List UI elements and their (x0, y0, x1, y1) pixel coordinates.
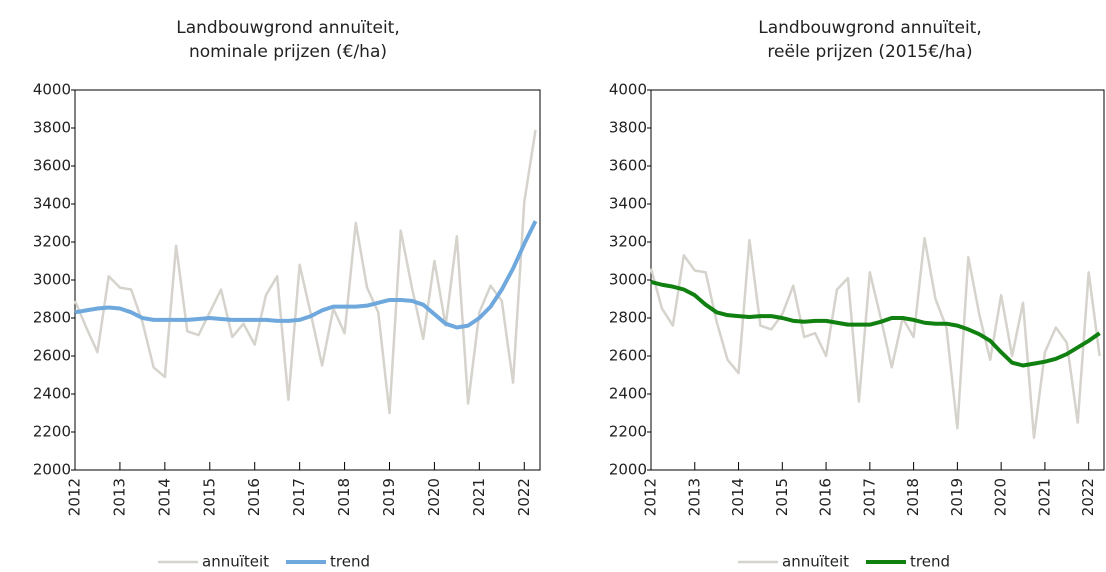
series-line (74, 220, 538, 330)
x-tick-label: 2013 (685, 478, 703, 516)
y-tick-label: 3800 (33, 119, 71, 137)
x-tick-label: 2015 (200, 478, 218, 516)
y-tick-label: 3200 (609, 233, 647, 251)
y-tick-label: 2600 (33, 347, 71, 365)
y-tick-label: 3200 (33, 233, 71, 251)
y-tick-label: 2200 (33, 423, 71, 441)
legend-label: trend (330, 553, 370, 571)
x-tick-label: 2021 (1035, 478, 1053, 516)
chart-title: Landbouwgrond annuïteit, (758, 18, 981, 38)
y-tick-label: 4000 (609, 81, 647, 99)
x-tick-label: 2013 (110, 478, 128, 516)
y-tick-label: 4000 (33, 81, 71, 99)
y-tick-label: 3400 (33, 195, 71, 213)
x-tick-label: 2020 (425, 478, 443, 516)
chart-title: nominale prijzen (€/ha) (189, 42, 387, 62)
x-tick-label: 2016 (245, 478, 263, 516)
x-tick-label: 2012 (66, 478, 84, 516)
x-tick-label: 2019 (380, 478, 398, 516)
legend-label: annuïteit (782, 553, 849, 571)
y-tick-label: 3400 (609, 195, 647, 213)
x-tick-label: 2019 (948, 478, 966, 516)
x-tick-label: 2017 (860, 478, 878, 516)
x-tick-label: 2022 (515, 478, 533, 516)
x-tick-label: 2021 (470, 478, 488, 516)
chart-title: Landbouwgrond annuïteit, (176, 18, 399, 38)
y-tick-label: 2600 (609, 347, 647, 365)
y-tick-label: 3000 (609, 271, 647, 289)
y-tick-label: 2000 (609, 461, 647, 479)
y-tick-label: 3800 (609, 119, 647, 137)
x-tick-label: 2014 (155, 478, 173, 516)
x-tick-label: 2020 (992, 478, 1010, 516)
y-tick-label: 2200 (609, 423, 647, 441)
y-tick-label: 2400 (33, 385, 71, 403)
series-line (650, 279, 1101, 368)
y-tick-label: 2000 (33, 461, 71, 479)
plot-frame (74, 89, 541, 471)
series-line (649, 236, 1101, 439)
x-tick-label: 2014 (729, 478, 747, 516)
y-tick-label: 2800 (33, 309, 71, 327)
series-line (73, 129, 537, 415)
x-tick-label: 2022 (1079, 478, 1097, 516)
x-tick-label: 2012 (642, 478, 660, 516)
y-tick-label: 3000 (33, 271, 71, 289)
y-tick-label: 3600 (609, 157, 647, 175)
y-tick-label: 2400 (609, 385, 647, 403)
y-tick-label: 3600 (33, 157, 71, 175)
x-tick-label: 2015 (773, 478, 791, 516)
chart-title: reële prijzen (2015€/ha) (767, 42, 972, 62)
x-tick-label: 2018 (335, 478, 353, 516)
x-tick-label: 2018 (904, 478, 922, 516)
x-tick-label: 2017 (290, 478, 308, 516)
legend-label: trend (910, 553, 950, 571)
legend-label: annuïteit (202, 553, 269, 571)
y-tick-label: 2800 (609, 309, 647, 327)
x-tick-label: 2016 (817, 478, 835, 516)
